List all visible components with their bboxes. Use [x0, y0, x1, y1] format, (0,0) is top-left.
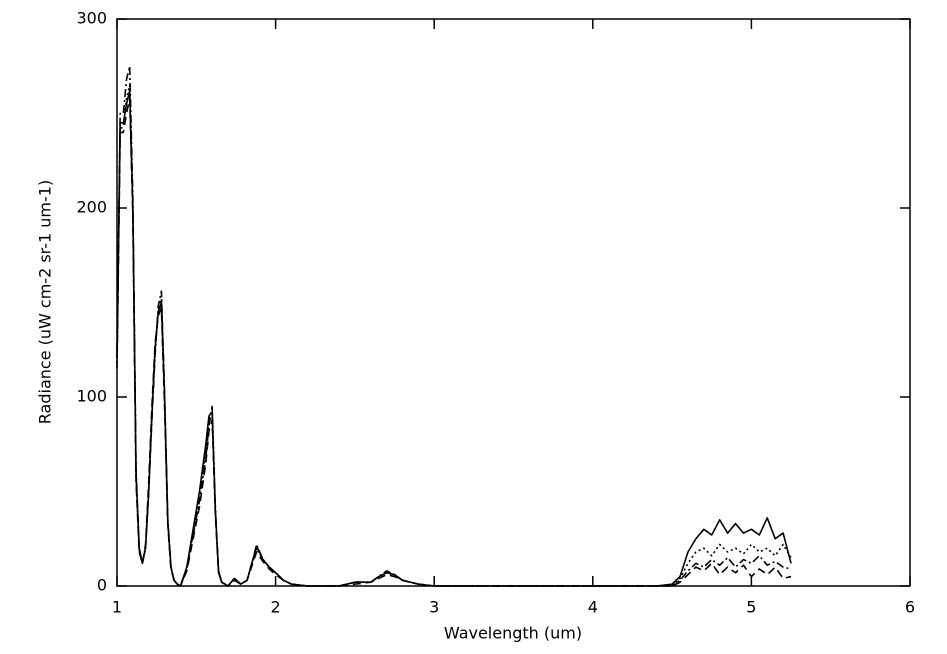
x-tick-label: 2 [271, 598, 281, 617]
y-tick-label: 0 [97, 576, 107, 595]
y-tick-label: 200 [76, 198, 107, 217]
spectrum-line [116, 97, 792, 587]
plot-frame [116, 18, 911, 587]
spectrum-line [116, 84, 792, 587]
y-axis-label: Radiance (uW cm-2 sr-1 um-1) [36, 180, 55, 424]
x-tick-label: 3 [429, 598, 439, 617]
spectrum-line [116, 90, 792, 587]
x-tick-label: 6 [905, 598, 915, 617]
x-tick-label: 5 [746, 598, 756, 617]
x-tick-label: 4 [588, 598, 598, 617]
y-tick-label: 300 [76, 9, 107, 28]
spectrum-line [116, 65, 792, 587]
y-tick-label: 100 [76, 387, 107, 406]
x-tick-label: 1 [112, 598, 122, 617]
x-axis-label: Wavelength (um) [444, 624, 582, 643]
